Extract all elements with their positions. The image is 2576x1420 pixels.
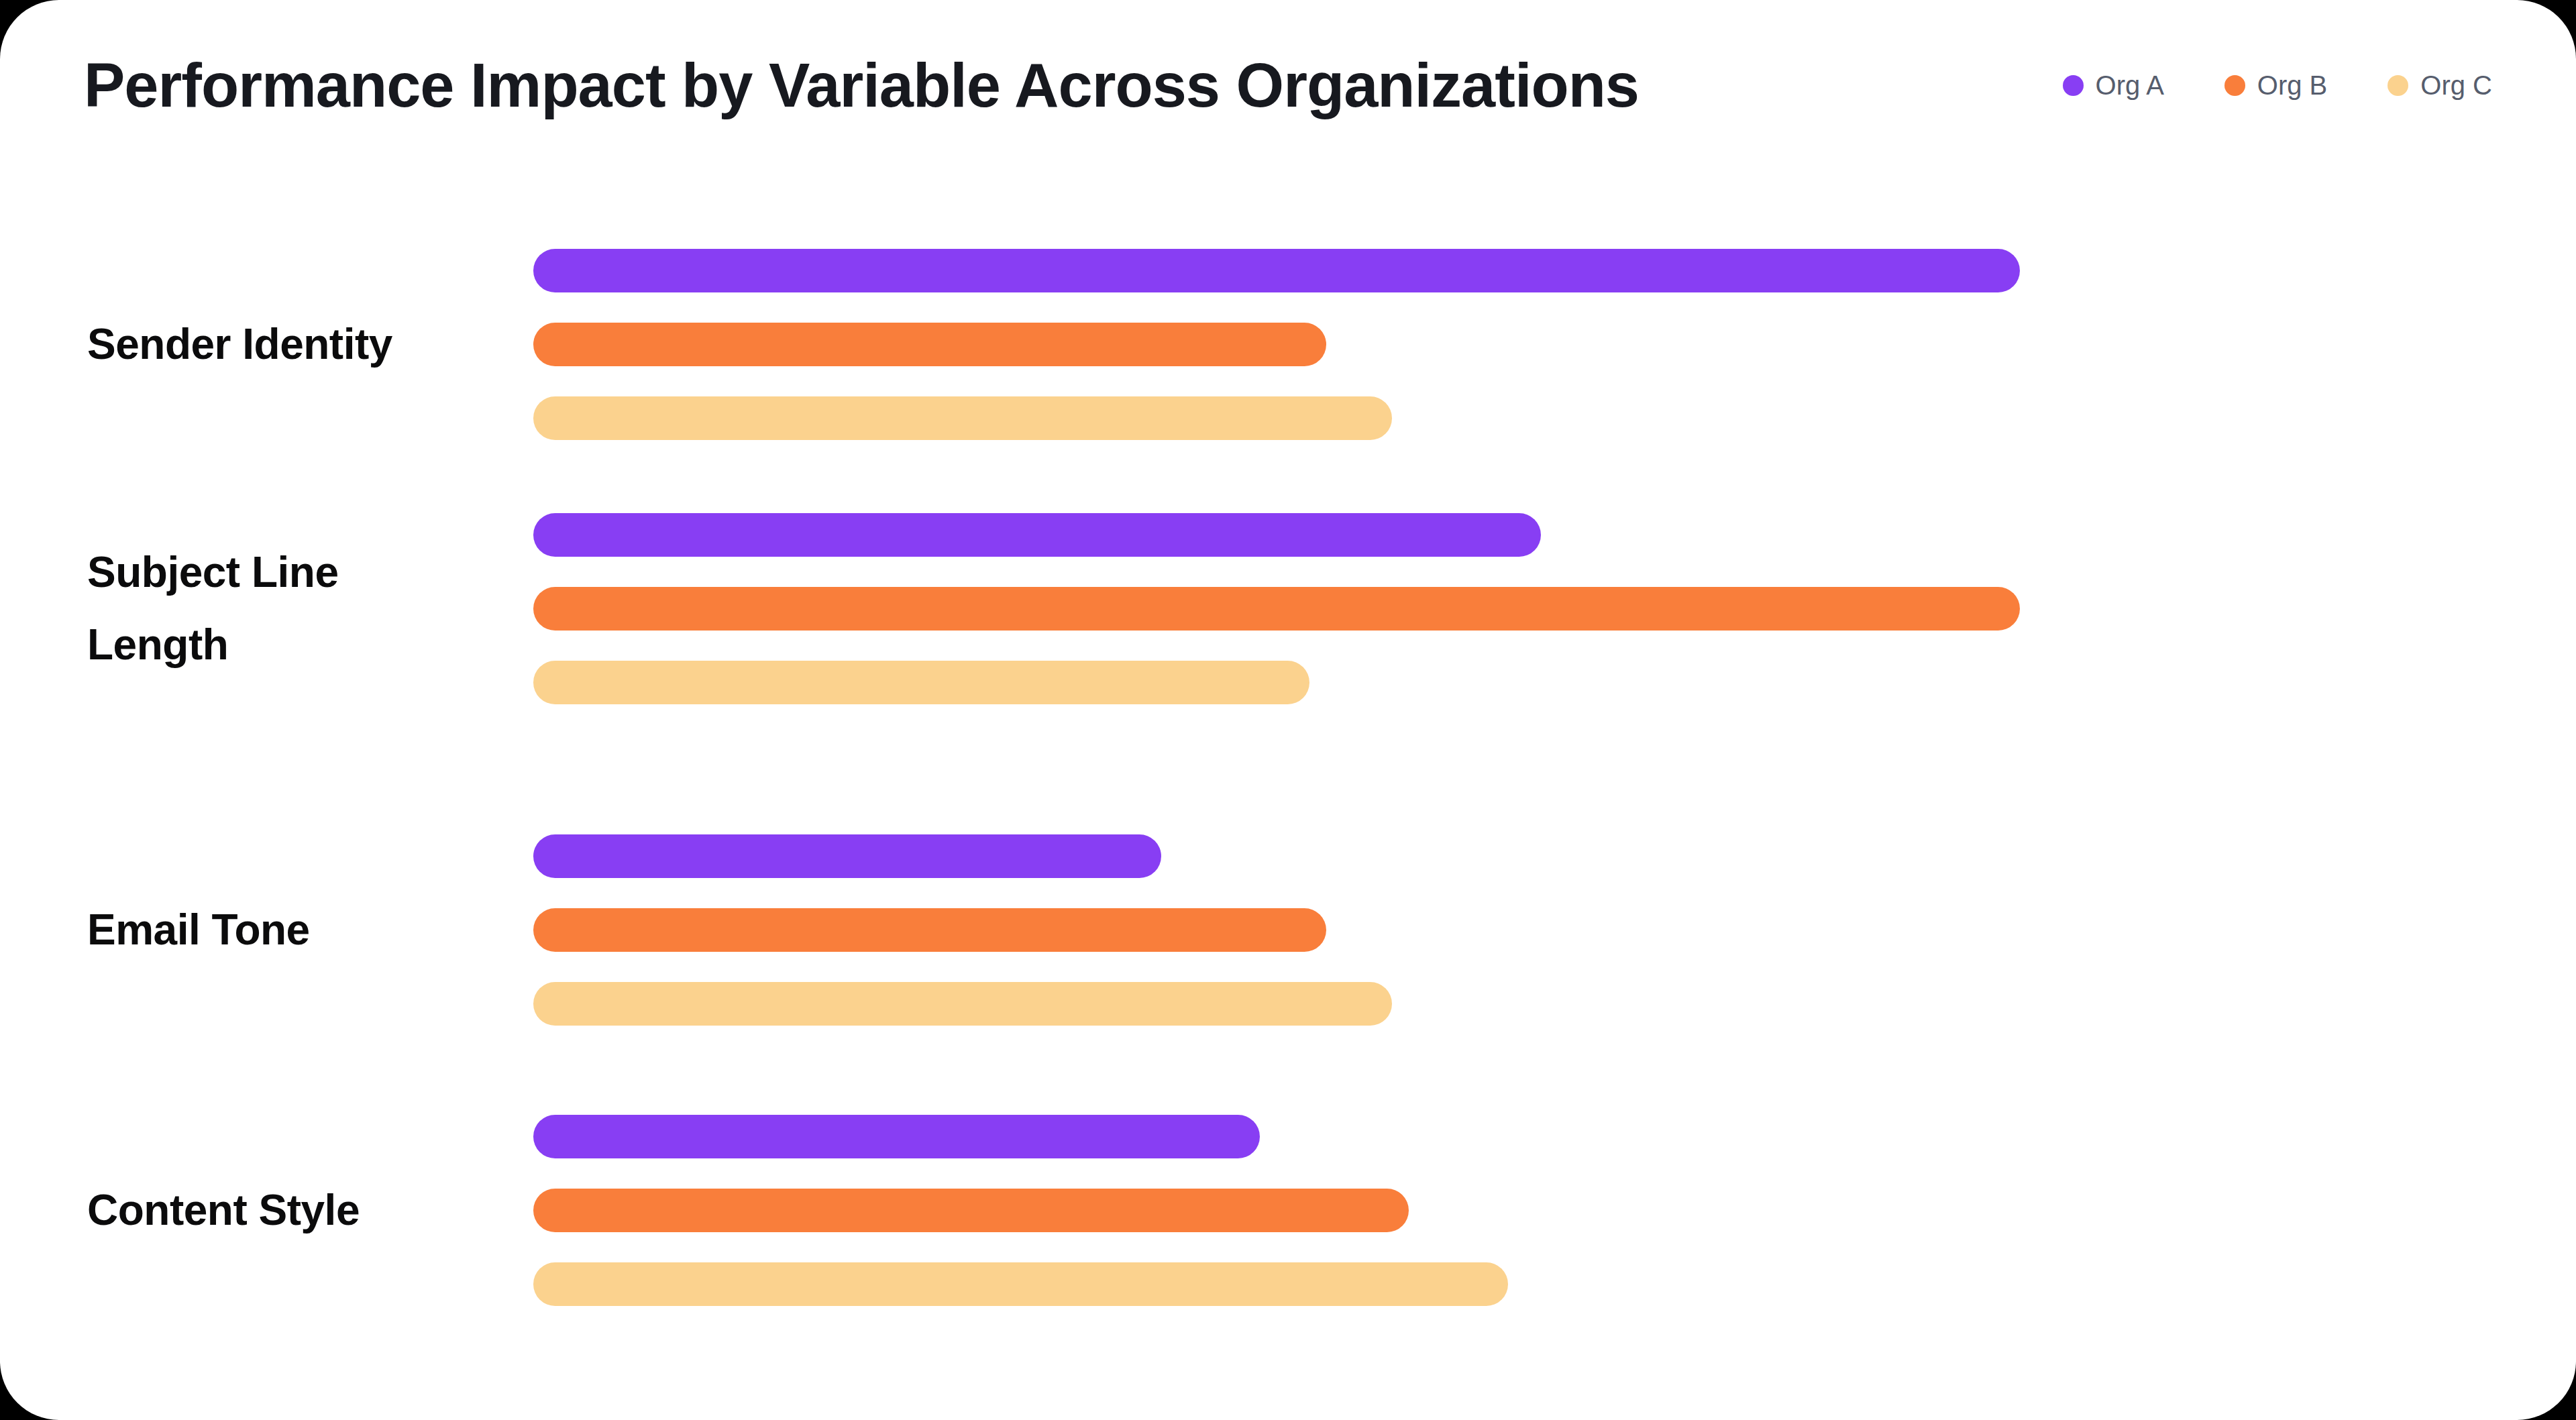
bar-org-a bbox=[533, 513, 1541, 557]
bar-org-a bbox=[533, 1115, 1260, 1158]
category-label: Sender Identity bbox=[87, 308, 436, 381]
bar-org-b bbox=[533, 323, 1326, 366]
category-label-cell: Subject Line Length bbox=[84, 536, 533, 682]
legend-label: Org B bbox=[2257, 70, 2327, 101]
category-label: Subject Line Length bbox=[87, 536, 436, 682]
bar-org-a bbox=[533, 249, 2020, 292]
bar-org-b bbox=[533, 587, 2020, 631]
chart-title: Performance Impact by Variable Across Or… bbox=[84, 50, 1639, 121]
screenshot-stage: Performance Impact by Variable Across Or… bbox=[0, 0, 2576, 1420]
bars-track bbox=[533, 513, 2185, 704]
bar-org-c bbox=[533, 1262, 1508, 1306]
legend-label: Org C bbox=[2420, 70, 2492, 101]
bar-group-email-tone: Email Tone bbox=[84, 834, 2492, 1026]
chart-legend: Org A Org B Org C bbox=[2063, 70, 2492, 101]
category-label-cell: Content Style bbox=[84, 1174, 533, 1247]
category-label-cell: Sender Identity bbox=[84, 308, 533, 381]
bar-org-c bbox=[533, 661, 1309, 704]
bars-track bbox=[533, 249, 2185, 440]
bar-org-c bbox=[533, 396, 1392, 440]
bar-group-sender-identity: Sender Identity bbox=[84, 249, 2492, 440]
bar-org-a bbox=[533, 834, 1161, 878]
legend-item-org-b: Org B bbox=[2224, 70, 2327, 101]
category-label: Content Style bbox=[87, 1174, 436, 1247]
legend-dot-icon bbox=[2063, 75, 2084, 96]
bar-org-b bbox=[533, 1189, 1409, 1232]
bars-track bbox=[533, 1115, 2185, 1306]
legend-item-org-a: Org A bbox=[2063, 70, 2164, 101]
chart-card: Performance Impact by Variable Across Or… bbox=[0, 0, 2576, 1420]
bar-chart: Sender Identity Subject Line Length Email … bbox=[84, 249, 2492, 1306]
legend-label: Org A bbox=[2096, 70, 2164, 101]
bar-org-c bbox=[533, 982, 1392, 1026]
bar-group-subject-line-length: Subject Line Length bbox=[84, 513, 2492, 704]
chart-header: Performance Impact by Variable Across Or… bbox=[84, 50, 2492, 121]
bar-org-b bbox=[533, 908, 1326, 952]
legend-item-org-c: Org C bbox=[2387, 70, 2492, 101]
legend-dot-icon bbox=[2224, 75, 2245, 96]
category-label-cell: Email Tone bbox=[84, 893, 533, 967]
category-label: Email Tone bbox=[87, 893, 436, 967]
bars-track bbox=[533, 834, 2185, 1026]
legend-dot-icon bbox=[2387, 75, 2408, 96]
bar-group-content-style: Content Style bbox=[84, 1115, 2492, 1306]
